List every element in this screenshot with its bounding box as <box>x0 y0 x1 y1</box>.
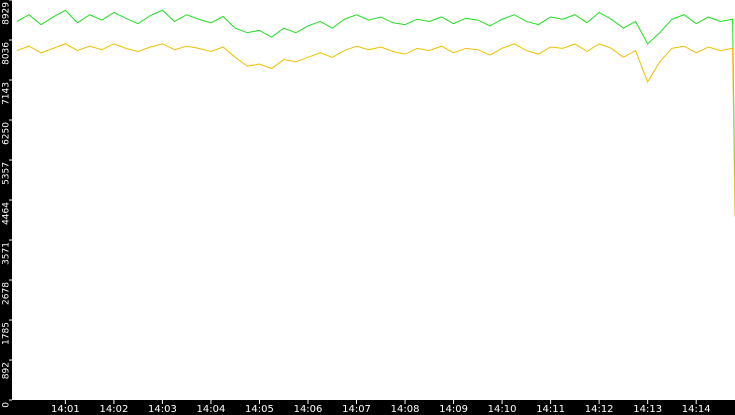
x-tick-label: 14:04 <box>197 404 226 415</box>
y-tick-label: 5357 <box>2 162 12 185</box>
x-tick-label: 14:01 <box>51 404 80 415</box>
series-line <box>16 43 735 217</box>
x-tick-label: 14:02 <box>99 404 128 415</box>
x-tick-label: 14:03 <box>148 404 177 415</box>
x-tick-label: 14:11 <box>536 404 565 415</box>
x-tick-label: 14:14 <box>682 404 711 415</box>
x-tick-label: 14:08 <box>391 404 420 415</box>
y-tick-label: 2678 <box>2 282 12 305</box>
y-tick-label: 8929 <box>2 2 12 25</box>
y-axis-bar <box>0 0 12 415</box>
x-tick-label: 14:09 <box>439 404 468 415</box>
y-tick-label: 4464 <box>2 202 12 225</box>
y-tick-label: 1785 <box>2 322 12 345</box>
y-tick-label: 892 <box>2 362 12 379</box>
y-tick-label: 0 <box>2 402 12 408</box>
x-tick-label: 14:06 <box>294 404 323 415</box>
series-line <box>16 9 735 199</box>
y-tick-label: 3571 <box>2 242 12 265</box>
y-tick-label: 6250 <box>2 122 12 145</box>
x-tick-label: 14:05 <box>245 404 274 415</box>
x-tick-label: 14:12 <box>585 404 614 415</box>
x-tick-label: 14:10 <box>488 404 517 415</box>
y-tick-label: 8036 <box>2 42 12 65</box>
x-tick-label: 14:13 <box>633 404 662 415</box>
x-axis-bar <box>0 400 735 415</box>
x-tick-label: 14:07 <box>342 404 371 415</box>
y-tick-label: 7143 <box>2 82 12 105</box>
